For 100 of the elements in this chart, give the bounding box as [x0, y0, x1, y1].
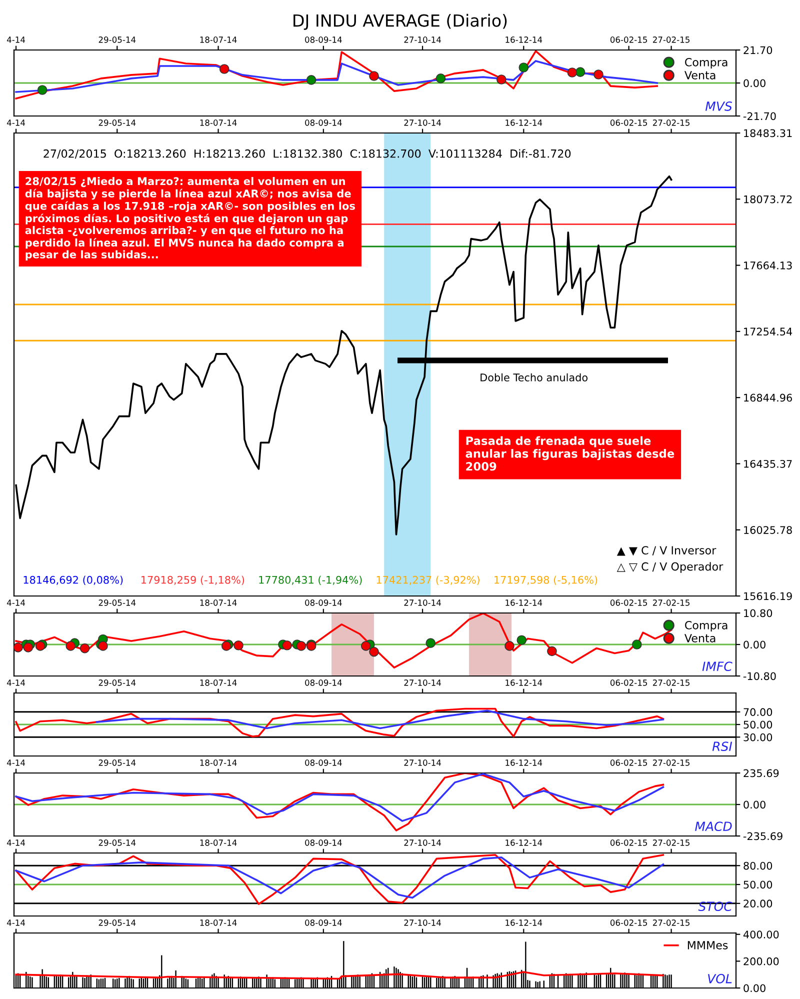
- x-tick-label: 29-05-14: [98, 600, 136, 606]
- annotation: ▲ ▼ C / V Inversor: [616, 546, 716, 556]
- x-tick-label: 4-14: [6, 120, 26, 126]
- y-tick-label: 15616.19: [744, 592, 792, 600]
- x-tick-label: 27-10-14: [404, 920, 441, 926]
- legend-label: MMMes: [688, 941, 728, 950]
- line-series: [15, 773, 664, 822]
- x-tick-label: 27-02-15: [652, 840, 690, 846]
- x-tick-label: 27-02-15: [652, 600, 690, 606]
- y-tick-label: 235.69: [744, 769, 779, 778]
- x-tick-label: 08-09-14: [305, 920, 342, 926]
- x-tick-label: 18-07-14: [200, 920, 237, 926]
- point: [369, 646, 379, 657]
- chart-title: DJ INDU AVERAGE (Diario): [294, 14, 507, 30]
- point: [219, 64, 230, 74]
- y-tick-label: 70.00: [744, 708, 772, 716]
- y-axis-title: MACD: [695, 822, 732, 832]
- annotation: 17197,598 (-5,16%): [494, 576, 598, 586]
- x-tick-label: 27-02-15: [652, 760, 690, 766]
- x-tick-label: 18-07-14: [200, 600, 237, 606]
- point: [234, 640, 244, 650]
- x-tick-label: 06-02-15: [610, 840, 647, 846]
- annotation: Doble Techo anulado: [480, 373, 588, 382]
- line-series: [96, 710, 664, 730]
- x-tick-label: 18-07-14: [200, 680, 237, 686]
- y-axis-title: STOC: [698, 902, 732, 912]
- y-tick-label: 18483.31: [744, 129, 792, 138]
- x-tick-label: 16-12-14: [506, 600, 542, 606]
- point: [547, 646, 557, 656]
- x-tick-label: 16-12-14: [506, 840, 542, 846]
- x-tick-label: 16-12-14: [506, 680, 542, 686]
- y-tick-label: 16025.78: [744, 526, 792, 534]
- x-tick-label: 29-05-14: [98, 36, 136, 43]
- line-series: [15, 773, 664, 832]
- point: [496, 74, 506, 84]
- point: [632, 640, 642, 650]
- x-tick-label: 27-10-14: [404, 840, 441, 846]
- x-tick-label: 4-14: [6, 840, 26, 846]
- x-tick-label: 27-10-14: [404, 120, 441, 126]
- legend-label: Compra: [685, 620, 728, 632]
- legend-label: Venta: [684, 71, 716, 80]
- line-series: [15, 50, 658, 100]
- y-tick-label: 18073.72: [744, 195, 792, 204]
- y-tick-label: 200.00: [744, 957, 779, 966]
- x-tick-label: 08-09-14: [305, 36, 342, 43]
- legend-label: Venta: [684, 634, 716, 642]
- annotation: 28/02/15 ¿Miedo a Marzo?: aumenta el volumen en un día bajista y se pierde la línea azul xAR©; nos avisa de que caídas a los 17.918 –roja xAR©- son posibles en los próximos días. Lo positivo está en que dejaron un gap alcista -¿volveremos arriba?- y en que el futuro no ha perdido la línea azul. El MVS nunca ha dado compra a pesar de las subidas...: [25, 176, 355, 260]
- y-tick-label: 80.00: [744, 862, 772, 870]
- point: [575, 67, 586, 77]
- x-tick-label: 18-07-14: [200, 760, 237, 766]
- legend-label: Compra: [685, 58, 728, 69]
- point: [426, 638, 436, 648]
- annotation: △ ▽ C / V Operador: [616, 562, 724, 573]
- x-tick-label: 29-05-14: [98, 760, 136, 766]
- x-tick-label: 27-10-14: [404, 600, 441, 606]
- y-axis-title: VOL: [708, 974, 732, 984]
- line-series: [15, 971, 664, 980]
- y-axis-title: IMFC: [702, 662, 732, 672]
- x-tick-label: 08-09-14: [305, 680, 342, 686]
- y-tick-label: 10.80: [744, 609, 772, 618]
- point: [37, 85, 48, 95]
- point: [296, 641, 306, 651]
- point: [369, 71, 379, 81]
- point: [282, 640, 292, 650]
- point: [306, 75, 316, 85]
- x-tick-label: 18-07-14: [200, 840, 237, 846]
- annotation: Pasada de frenada que suele anular las figuras bajistas desde 2009: [466, 436, 674, 471]
- line-series: [15, 60, 658, 93]
- x-tick-label: 27-10-14: [404, 36, 441, 43]
- annotation: 17780,431 (-1,94%): [259, 576, 362, 586]
- y-tick-label: 16844.96: [744, 394, 792, 402]
- point: [23, 642, 34, 652]
- x-tick-label: 27-02-15: [652, 920, 690, 926]
- point: [80, 643, 90, 654]
- x-tick-label: 27-10-14: [404, 680, 441, 686]
- x-tick-label: 16-12-14: [506, 920, 542, 926]
- x-tick-label: 29-05-14: [98, 120, 136, 126]
- x-tick-label: 06-02-15: [610, 760, 647, 766]
- point: [504, 641, 514, 651]
- y-tick-label: 0.00: [744, 640, 766, 649]
- x-tick-label: 06-02-15: [610, 680, 647, 686]
- x-tick-label: 29-05-14: [98, 680, 136, 686]
- x-tick-label: 4-14: [6, 680, 26, 686]
- x-tick-label: 06-02-15: [610, 120, 647, 126]
- y-tick-label: 21.70: [744, 46, 772, 54]
- y-tick-label: -10.80: [743, 672, 776, 680]
- line-series: [15, 854, 664, 905]
- y-tick-label: -21.70: [743, 112, 776, 120]
- x-tick-label: 06-02-15: [610, 600, 647, 606]
- x-tick-label: 29-05-14: [98, 840, 136, 846]
- x-tick-label: 27-02-15: [652, 680, 690, 686]
- x-tick-label: 16-12-14: [506, 36, 542, 43]
- point: [14, 642, 23, 652]
- y-tick-label: 17664.13: [744, 262, 792, 270]
- x-tick-label: 06-02-15: [610, 36, 647, 43]
- x-tick-label: 27-10-14: [404, 760, 441, 766]
- x-tick-label: 08-09-14: [305, 120, 342, 126]
- point: [518, 62, 529, 72]
- y-tick-label: 50.00: [744, 720, 772, 729]
- x-tick-label: 29-05-14: [98, 920, 136, 926]
